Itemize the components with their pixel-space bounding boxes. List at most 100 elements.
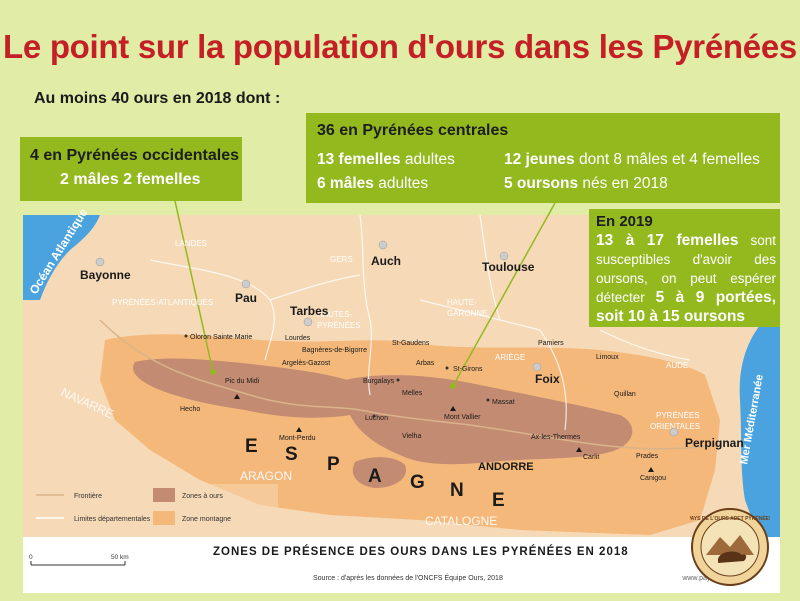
peak-pic-du-midi: Pic du Midi — [225, 378, 260, 385]
city-dot — [499, 251, 509, 261]
peak-icon — [296, 427, 302, 432]
page-title: Le point sur la population d'ours dans l… — [3, 28, 797, 65]
town: Lourdes — [285, 335, 311, 342]
town-dot — [184, 334, 188, 338]
logo-mountain — [706, 535, 754, 555]
callout-2019: En 2019 13 à 17 femelles sont susceptibl… — [589, 209, 780, 327]
bear-zone-south — [352, 457, 406, 488]
town: Bagnères-de-Bigorre — [302, 347, 367, 354]
scale-zero: 0 — [29, 554, 33, 561]
stat-text: adultes — [373, 175, 429, 192]
town-dot — [372, 414, 376, 418]
stat-females: 13 femelles adultes — [317, 151, 455, 169]
city-perpignan: Perpignan — [685, 436, 744, 450]
town: St-Gaudens — [392, 340, 430, 347]
callout-west-line1: 4 en Pyrénées occidentales — [30, 147, 239, 164]
town: Hecho — [180, 406, 200, 413]
legend-zones-ours-swatch — [153, 488, 175, 502]
source-note: Source : d'après les données de l'ONCFS … — [313, 575, 503, 582]
dept-landes: LANDES — [175, 239, 207, 248]
bottom-band: 0 50 km ZONES DE PRÉSENCE DES OURS DANS … — [23, 537, 780, 593]
city-dot — [95, 257, 105, 267]
stat-text: dont 8 mâles et 4 femelles — [574, 151, 760, 168]
peak-mont-vallier: Mont Vallier — [444, 414, 481, 421]
town: Massat — [492, 399, 515, 406]
aragon-label: ARAGON — [240, 469, 292, 483]
city-dot — [241, 279, 251, 289]
callout-2019-bold2: 5 à 9 portées, soit 10 à 15 oursons — [596, 289, 777, 325]
callout-center: 36 en Pyrénées centrales 13 femelles adu… — [306, 113, 780, 203]
espagne-letter: P — [327, 454, 342, 475]
leader-center — [452, 202, 556, 387]
mediterranean-sea — [739, 310, 780, 540]
peak-carlit: Carlit — [583, 454, 599, 461]
dept-ariege: ARIÈGE — [495, 353, 525, 362]
dept-pyr-orient-2: ORIENTALES — [650, 422, 700, 431]
town: Burgalays — [363, 378, 395, 385]
dept-hautes-2: PYRÉNÉES — [317, 321, 361, 330]
espagne-letter: E — [245, 436, 260, 457]
legend-frontiere: Frontière — [74, 493, 102, 500]
peak-mont-perdu: Mont-Perdu — [279, 435, 316, 442]
callout-2019-bold1: 13 à 17 femelles — [596, 232, 739, 249]
bear-zone-west — [132, 358, 370, 418]
peak-icon — [648, 467, 654, 472]
subtitle: Au moins 40 ours en 2018 dont : — [34, 90, 281, 107]
town-dot — [445, 366, 449, 370]
callout-2019-body: 13 à 17 femelles sont susceptibles d'avo… — [596, 231, 776, 326]
city-bayonne: Bayonne — [80, 268, 131, 282]
city-auch: Auch — [371, 254, 401, 268]
legend: Frontière Limites départementales Zones … — [28, 484, 278, 536]
callout-west: 4 en Pyrénées occidentales 2 mâles 2 fem… — [20, 137, 242, 201]
town: St-Girons — [453, 366, 483, 373]
leader-center-dot — [450, 383, 456, 389]
stat-young: 12 jeunes dont 8 mâles et 4 femelles — [504, 151, 760, 169]
town: Arbas — [416, 360, 435, 367]
town: Vielha — [402, 433, 421, 440]
town: Oloron Sainte Marie — [190, 334, 252, 341]
logo-text: PAYS DE L'OURS ADET PYRÉNÉES — [690, 514, 770, 522]
scale-km: 50 km — [111, 554, 129, 561]
dept-pyrenees-atlantiques: PYRÉNÉES-ATLANTIQUES — [112, 298, 213, 307]
city-dot — [532, 362, 542, 372]
espagne-letter: S — [285, 444, 300, 465]
espagne-letter: G — [410, 472, 427, 493]
espagne-letter: N — [450, 480, 466, 501]
town-dot — [486, 398, 490, 402]
city-pau: Pau — [235, 291, 257, 305]
stat-cubs: 5 oursons nés en 2018 — [504, 175, 668, 193]
legend-limites: Limites départementales — [74, 516, 151, 523]
scale-bar — [30, 561, 126, 566]
city-foix: Foix — [535, 372, 560, 386]
city-dot — [303, 317, 313, 327]
town: Ax-les-Thermes — [531, 434, 581, 441]
dept-gers: GERS — [330, 255, 353, 264]
dept-pyr-orient-1: PYRÉNÉES — [656, 411, 700, 420]
leader-west-dot — [210, 369, 216, 375]
town: Luchon — [365, 415, 388, 422]
stat-text: adultes — [400, 151, 455, 168]
andorre-label: ANDORRE — [478, 461, 534, 473]
town-dot — [396, 378, 400, 382]
city-tarbes: Tarbes — [290, 304, 329, 318]
dept-haute-2: GARONNE — [447, 309, 487, 318]
pays-de-lours-logo: PAYS DE L'OURS ADET PYRÉNÉES — [690, 508, 770, 586]
dept-haute-1: HAUTE- — [447, 298, 477, 307]
town: Pamiers — [538, 340, 564, 347]
stat-males: 6 mâles adultes — [317, 175, 428, 193]
peak-icon — [576, 447, 582, 452]
dept-hautes-1: HAUTES- — [317, 310, 352, 319]
peak-icon — [234, 394, 240, 399]
town: Argelès-Gazost — [282, 360, 330, 367]
map-caption: ZONES DE PRÉSENCE DES OURS DANS LES PYRÉ… — [213, 546, 629, 558]
callout-2019-text: sont susceptibles d'avoir des oursons, o… — [596, 233, 776, 305]
stat-value: 12 jeunes — [504, 151, 575, 168]
stat-value: 5 oursons — [504, 175, 579, 192]
town: Quillan — [614, 391, 636, 398]
stat-value: 6 mâles — [317, 175, 374, 192]
city-toulouse: Toulouse — [482, 260, 535, 274]
legend-zone-montagne: Zone montagne — [182, 516, 231, 523]
border-line — [99, 319, 721, 450]
espagne-letter: A — [368, 466, 384, 487]
espagne-letter: E — [492, 490, 507, 511]
